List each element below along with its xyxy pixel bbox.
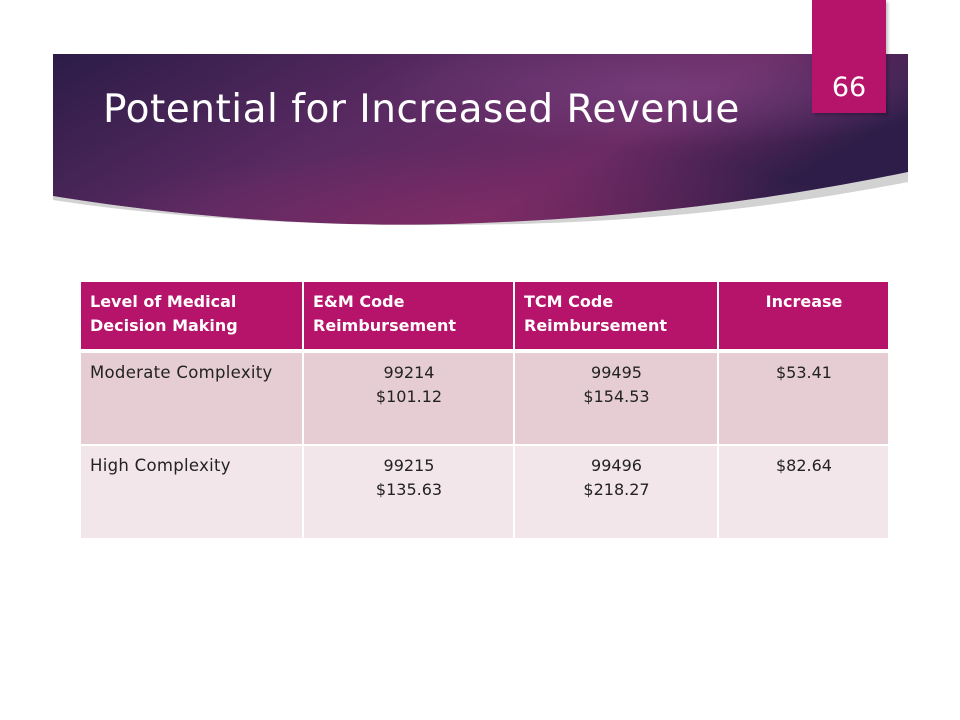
header-em-code: E&M Code Reimbursement (303, 282, 515, 353)
tcm-code-cell: 99496 $218.27 (514, 445, 719, 540)
tcm-code-cell: 99495 $154.53 (514, 351, 719, 446)
slide-number: 66 (831, 72, 867, 103)
increase-cell: $53.41 (718, 351, 888, 446)
em-code-cell: 99214 $101.12 (303, 351, 515, 446)
tcm-code: 99496 (591, 456, 642, 475)
banner-background (53, 54, 908, 225)
header-increase: Increase (718, 282, 888, 353)
header-level-of-mdm: Level of Medical Decision Making (81, 282, 304, 353)
revenue-table-container: Level of Medical Decision Making E&M Cod… (81, 282, 888, 540)
table-row: Moderate Complexity 99214 $101.12 99495 … (81, 351, 888, 446)
table-row: High Complexity 99215 $135.63 99496 $218… (81, 445, 888, 540)
em-code-cell: 99215 $135.63 (303, 445, 515, 540)
header-tcm-code: TCM Code Reimbursement (514, 282, 719, 353)
slide-number-tab: 66 (812, 0, 886, 113)
increase-cell: $82.64 (718, 445, 888, 540)
title-banner (53, 54, 908, 225)
slide-title: Potential for Increased Revenue (103, 87, 740, 132)
tcm-amount: $218.27 (583, 480, 650, 499)
row-level-label: Moderate Complexity (81, 351, 304, 446)
row-level-label: High Complexity (81, 445, 304, 540)
em-code: 99214 (383, 363, 435, 382)
em-amount: $101.12 (375, 387, 443, 406)
em-code: 99215 (383, 456, 435, 475)
em-amount: $135.63 (375, 480, 443, 499)
tcm-code: 99495 (591, 363, 642, 382)
tcm-amount: $154.53 (583, 387, 650, 406)
table-header-row: Level of Medical Decision Making E&M Cod… (81, 282, 888, 353)
revenue-comparison-table: Level of Medical Decision Making E&M Cod… (81, 282, 888, 540)
